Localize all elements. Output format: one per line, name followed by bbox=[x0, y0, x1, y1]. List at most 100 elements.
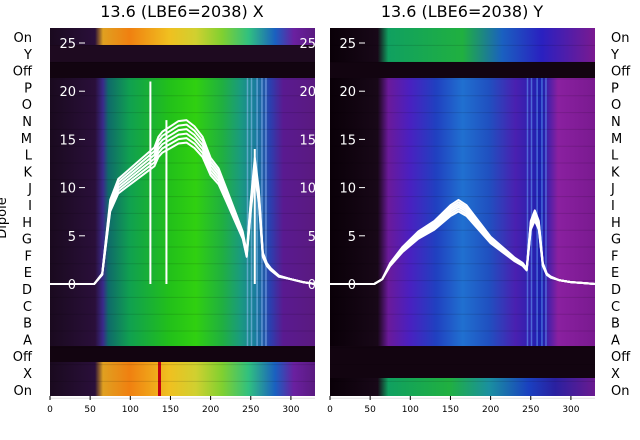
vertical-stripe bbox=[536, 78, 538, 346]
row-label-left: P bbox=[24, 81, 32, 96]
y-tick-label: 15 bbox=[59, 133, 76, 148]
row-label-left: C bbox=[23, 300, 32, 315]
panel-title-y: 13.6 (LBE6=2038) Y bbox=[381, 2, 544, 21]
x-tick-label: 0 bbox=[47, 405, 53, 415]
row-label-right: H bbox=[611, 216, 621, 231]
panel-y-bottom-on-band bbox=[330, 378, 595, 396]
panel-x-y-band bbox=[50, 45, 315, 62]
panel-x-y-ticks: 0 5 10 15 20 25 0 5 10 15 20 25 bbox=[59, 37, 316, 293]
vertical-stripe bbox=[246, 78, 249, 346]
vertical-stripe bbox=[261, 78, 263, 346]
x-tick-label: 50 bbox=[364, 405, 376, 415]
panel-x: 0 5 10 15 20 25 0 5 10 15 20 25 bbox=[50, 28, 316, 399]
x-tick-label: 200 bbox=[482, 405, 499, 415]
vertical-stripe bbox=[265, 78, 267, 346]
vertical-stripe bbox=[526, 78, 529, 346]
y-tick-label: 10 bbox=[339, 182, 356, 197]
panel-y-spectra bbox=[330, 198, 596, 285]
row-label-right: O bbox=[611, 98, 621, 113]
row-label-left: O bbox=[22, 98, 32, 113]
row-label-right: On bbox=[611, 31, 629, 46]
y-tick-label: 0 bbox=[68, 278, 76, 293]
row-label-right: On bbox=[611, 384, 629, 399]
row-label-left: E bbox=[24, 266, 32, 281]
x-tick-label: 150 bbox=[162, 405, 179, 415]
row-label-right: J bbox=[610, 182, 615, 197]
vertical-stripe bbox=[541, 78, 543, 346]
row-label-right: A bbox=[611, 333, 620, 348]
y-axis-label-dipole: Dipole bbox=[0, 197, 10, 238]
row-label-right: E bbox=[611, 266, 619, 281]
y-tick-label-right: 0 bbox=[308, 278, 316, 293]
row-label-left: G bbox=[22, 233, 32, 248]
row-label-left: A bbox=[23, 333, 32, 348]
row-label-left: B bbox=[23, 317, 32, 332]
y-tick-label: 20 bbox=[339, 85, 356, 100]
row-label-left: On bbox=[14, 31, 32, 46]
y-tick-label-right: 10 bbox=[299, 182, 316, 197]
row-label-left: Off bbox=[13, 65, 33, 80]
x-tick-label: 0 bbox=[327, 405, 333, 415]
y-tick-label-right: 25 bbox=[299, 37, 316, 52]
x-tick-label: 100 bbox=[122, 405, 139, 415]
x-tick-label: 50 bbox=[84, 405, 96, 415]
y-tick-label-right: 15 bbox=[299, 133, 316, 148]
panel-y-row-lines bbox=[330, 44, 595, 399]
y-tick-label-right: 5 bbox=[308, 230, 316, 245]
panel-y-top-on-band bbox=[330, 28, 595, 62]
y-tick-label: 15 bbox=[339, 133, 356, 148]
vertical-stripe bbox=[530, 78, 533, 346]
row-label-right: M bbox=[611, 132, 622, 147]
row-label-left: On bbox=[14, 384, 32, 399]
row-label-right: L bbox=[611, 149, 619, 164]
row-label-left: H bbox=[22, 216, 32, 231]
row-label-left: Off bbox=[13, 350, 33, 365]
row-label-right: C bbox=[611, 300, 620, 315]
x-tick-label: 250 bbox=[242, 405, 259, 415]
row-label-left: F bbox=[25, 249, 32, 264]
y-tick-label-right: 20 bbox=[299, 85, 316, 100]
row-label-right: D bbox=[611, 283, 621, 298]
row-label-left: X bbox=[23, 367, 32, 382]
row-label-right: F bbox=[611, 249, 618, 264]
panel-x-red-stripe bbox=[158, 362, 161, 396]
panel-x-off-band-bottom bbox=[50, 346, 315, 362]
row-label-left: L bbox=[25, 149, 33, 164]
y-tick-label: 20 bbox=[59, 85, 76, 100]
y-tick-label: 5 bbox=[348, 230, 356, 245]
y-tick-label: 5 bbox=[68, 230, 76, 245]
vertical-stripe bbox=[545, 78, 547, 346]
row-label-left: K bbox=[23, 165, 32, 180]
row-label-left: Y bbox=[23, 48, 32, 63]
x-tick-label: 300 bbox=[282, 405, 299, 415]
panel-x-top-on-band bbox=[50, 28, 315, 45]
row-label-right: Off bbox=[611, 350, 631, 365]
panel-x-x-ticks: 0 50 100 150 200 250 300 bbox=[47, 396, 300, 415]
y-tick-label: 25 bbox=[59, 37, 76, 52]
panel-y-off-band-bottom bbox=[330, 346, 595, 378]
row-label-right: K bbox=[611, 165, 620, 180]
row-label-right: Y bbox=[610, 48, 619, 63]
row-label-right: Off bbox=[611, 65, 631, 80]
x-tick-label: 100 bbox=[402, 405, 419, 415]
row-label-right: P bbox=[611, 81, 619, 96]
y-tick-label: 0 bbox=[348, 278, 356, 293]
y-tick-label: 10 bbox=[59, 182, 76, 197]
panel-y-vertical-stripes bbox=[526, 78, 547, 346]
x-tick-label: 200 bbox=[202, 405, 219, 415]
row-label-left: M bbox=[21, 132, 32, 147]
panel-x-main-band bbox=[50, 78, 315, 346]
row-label-right: I bbox=[611, 199, 615, 214]
panel-y-x-ticks: 0 50 100 150 200 250 300 bbox=[327, 396, 580, 415]
vertical-stripe bbox=[256, 78, 258, 346]
spectrum-line bbox=[330, 198, 596, 285]
row-label-right: X bbox=[611, 367, 620, 382]
x-tick-label: 250 bbox=[522, 405, 539, 415]
row-label-left: D bbox=[22, 283, 32, 298]
x-tick-label: 150 bbox=[442, 405, 459, 415]
panel-x-off-band-top bbox=[50, 62, 315, 78]
row-label-left: J bbox=[27, 182, 32, 197]
